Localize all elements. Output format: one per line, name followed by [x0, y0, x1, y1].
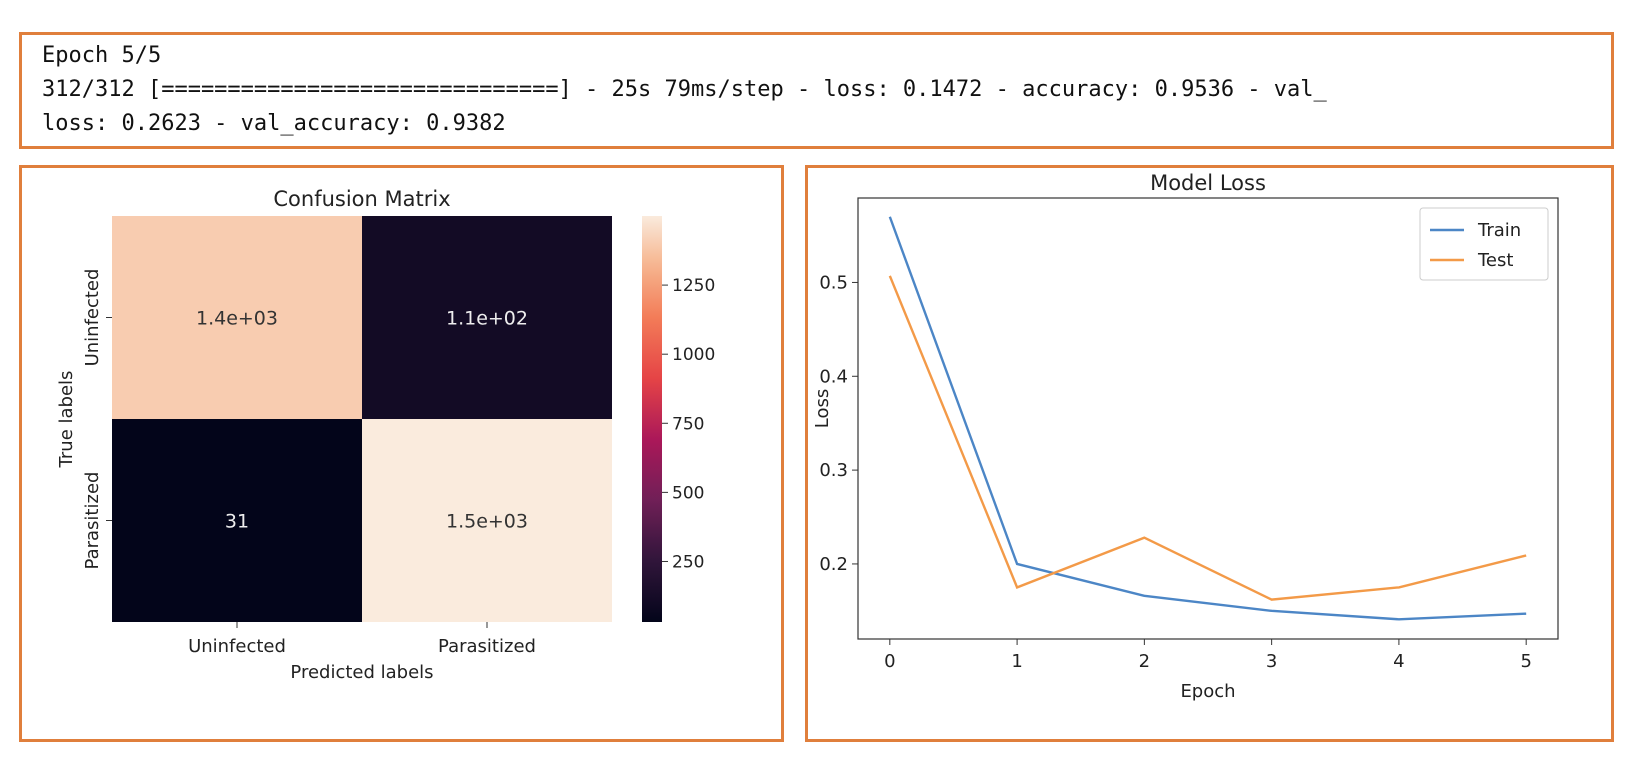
heatmap-cell — [112, 216, 362, 419]
x-tick-label: 0 — [884, 651, 895, 672]
legend-box — [1419, 207, 1549, 281]
colorbar-tick-label: 250 — [672, 552, 704, 572]
x-tick-label: Parasitized — [438, 636, 536, 657]
y-tick-label: Parasitized — [82, 472, 103, 570]
chart-title: Model Loss — [1150, 171, 1266, 195]
model-loss-chart: Model Loss 0 1 2 3 4 5 Epoch 0.2 0.3 0.4 0.5 Loss Tra… — [812, 171, 1559, 702]
confusion-matrix-panel: Confusion Matrix 1.4e+03 1.1e+02 31 1.5e+03 U… — [19, 165, 784, 742]
legend-label: Train — [1477, 220, 1521, 241]
cell-value-label: 1.4e+03 — [196, 308, 278, 330]
model-loss-panel: Model Loss 0 1 2 3 4 5 Epoch 0.2 0.3 0.4 0.5 Loss Tra… — [805, 165, 1614, 742]
heatmap-cell — [112, 419, 362, 622]
legend-label: Test — [1477, 250, 1513, 271]
cell-value-label: 31 — [225, 511, 249, 533]
confusion-matrix-chart: Confusion Matrix 1.4e+03 1.1e+02 31 1.5e+03 U… — [56, 187, 715, 683]
x-tick-label: 5 — [1520, 651, 1531, 672]
colorbar-tick-label: 1000 — [672, 345, 715, 365]
y-axis-label: Loss — [812, 389, 833, 428]
series-line-test — [888, 275, 1527, 601]
colorbar-tick-label: 1250 — [672, 276, 715, 296]
y-axis-label: True labels — [56, 371, 77, 469]
x-tick-label: 2 — [1139, 651, 1150, 672]
training-log-panel: Epoch 5/5 312/312 [=====================… — [19, 32, 1614, 149]
cell-value-label: 1.5e+03 — [446, 511, 528, 533]
colorbar — [642, 216, 662, 622]
y-tick-label: Uninfected — [82, 269, 103, 367]
x-tick-label: 3 — [1266, 651, 1277, 672]
x-tick-label: 1 — [1011, 651, 1022, 672]
heatmap-cell — [362, 419, 612, 622]
y-tick-label: 0.3 — [819, 460, 848, 481]
chart-title: Confusion Matrix — [273, 187, 450, 211]
x-tick-label: Uninfected — [188, 636, 286, 657]
y-tick-label: 0.4 — [819, 366, 848, 387]
log-line-epoch: Epoch 5/5 — [42, 43, 162, 68]
y-tick-label: 0.5 — [819, 272, 848, 293]
y-tick-label: 0.2 — [819, 554, 848, 575]
plot-frame — [857, 197, 1559, 640]
series-line-train — [888, 216, 1527, 621]
colorbar-tick-label: 500 — [672, 483, 704, 503]
heatmap-cell — [362, 216, 612, 419]
x-axis-label: Predicted labels — [290, 662, 433, 683]
x-tick-label: 4 — [1393, 651, 1404, 672]
log-line-progress: 312/312 [==============================]… — [42, 77, 1327, 102]
log-line-metrics: loss: 0.2623 - val_accuracy: 0.9382 — [42, 111, 506, 136]
cell-value-label: 1.1e+02 — [446, 308, 528, 330]
colorbar-tick-label: 750 — [672, 414, 704, 434]
x-axis-label: Epoch — [1180, 681, 1235, 702]
